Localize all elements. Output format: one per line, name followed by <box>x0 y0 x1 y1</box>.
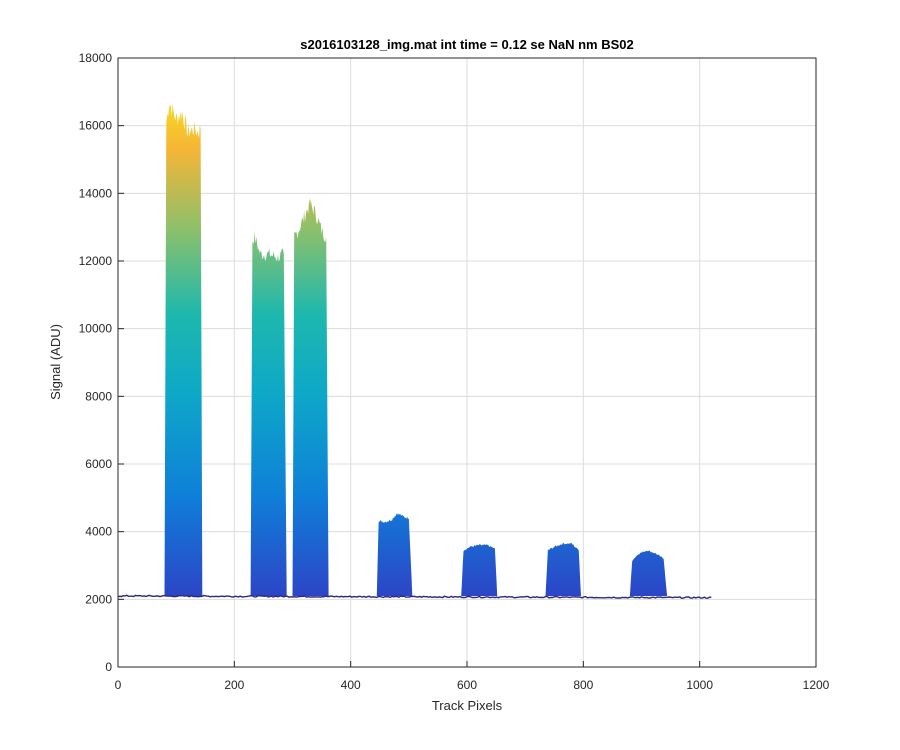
y-tick-label-5: 10000 <box>79 322 113 336</box>
x-tick-label-3: 600 <box>457 678 477 692</box>
x-tick-label-5: 1000 <box>686 678 713 692</box>
x-ticks: 0 200 400 600 800 1000 1200 <box>115 661 830 692</box>
x-tick-label-4: 800 <box>573 678 593 692</box>
peak-7 <box>629 550 668 596</box>
x-tick-label-6: 1200 <box>803 678 830 692</box>
y-tick-label-0: 0 <box>105 660 112 674</box>
x-tick-label-0: 0 <box>115 678 122 692</box>
peak-5 <box>461 544 498 596</box>
peak-1 <box>164 103 203 596</box>
y-tick-label-3: 6000 <box>85 457 112 471</box>
y-tick-label-2: 4000 <box>85 525 112 539</box>
y-tick-label-6: 12000 <box>79 254 113 268</box>
y-tick-label-8: 16000 <box>79 119 113 133</box>
peak-4 <box>376 513 413 596</box>
baseline-trace <box>117 594 712 600</box>
x-tick-label-1: 200 <box>224 678 244 692</box>
y-tick-label-4: 8000 <box>85 389 112 403</box>
y-tick-label-7: 14000 <box>79 186 113 200</box>
x-axis-label: Track Pixels <box>432 698 503 713</box>
peak-3 <box>292 197 329 597</box>
y-tick-label-9: 18000 <box>79 51 113 65</box>
peak-6 <box>545 542 581 596</box>
baseline-layer <box>117 594 712 600</box>
peaks-layer <box>164 103 668 597</box>
grid <box>118 58 816 667</box>
chart-title: s2016103128_img.mat int time = 0.12 se N… <box>300 37 634 52</box>
x-tick-label-2: 400 <box>341 678 361 692</box>
y-ticks: 0 2000 4000 6000 8000 10000 12000 14000 16000 180… <box>79 51 124 674</box>
y-tick-label-1: 2000 <box>85 592 112 606</box>
peak-2 <box>250 231 287 596</box>
y-axis-label: Signal (ADU) <box>48 324 63 400</box>
